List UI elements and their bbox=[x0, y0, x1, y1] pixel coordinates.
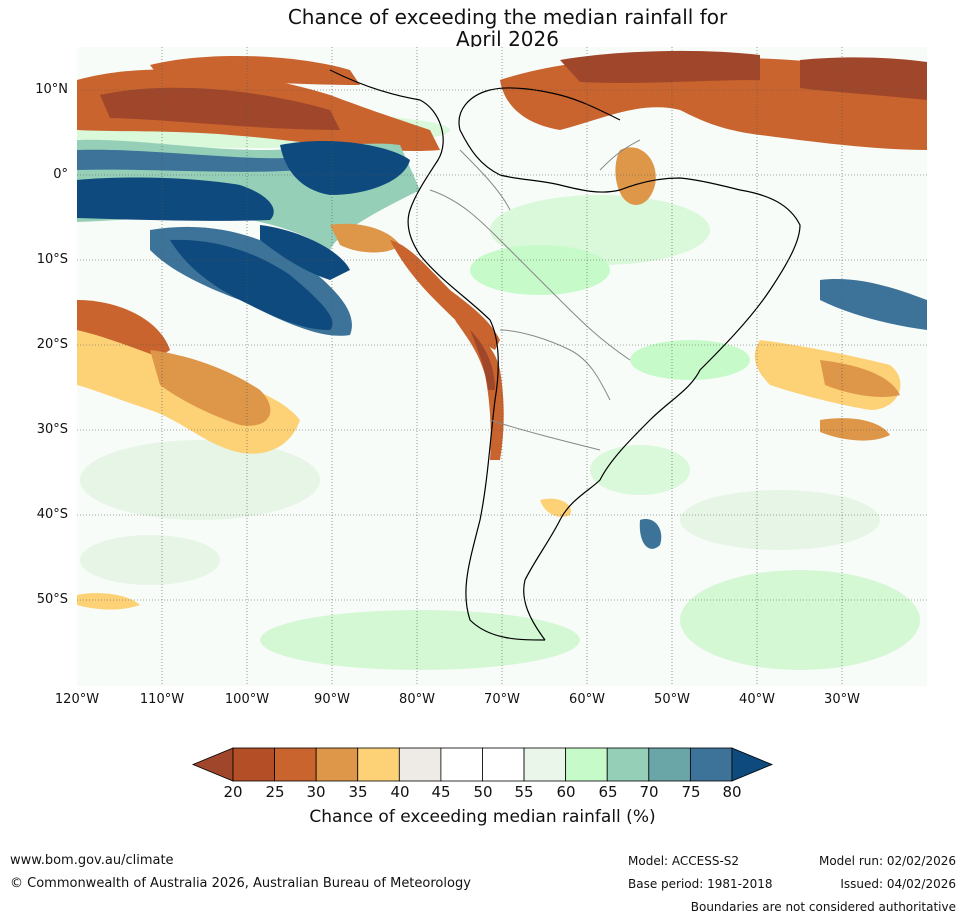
colorbar-swatch bbox=[606, 747, 650, 782]
colorbar-swatch bbox=[357, 747, 400, 782]
lon-label-40w: 40°W bbox=[739, 692, 775, 707]
colorbar-swatch bbox=[482, 747, 525, 782]
lat-label-10s: 10°S bbox=[36, 252, 68, 267]
colorbar-swatch bbox=[315, 747, 359, 782]
colorbar-tick: 20 bbox=[223, 783, 243, 801]
colorbar-arrow-high bbox=[731, 747, 774, 782]
copyright-text: © Commonwealth of Australia 2026, Austra… bbox=[10, 876, 471, 891]
colorbar-tick: 45 bbox=[431, 783, 451, 801]
colorbar bbox=[191, 747, 774, 782]
coastline bbox=[329, 69, 801, 641]
colorbar-tick: 30 bbox=[306, 783, 326, 801]
colorbar-swatch bbox=[689, 747, 733, 782]
model-name: Model: ACCESS-S2 bbox=[628, 854, 740, 868]
colorbar-tick: 35 bbox=[348, 783, 368, 801]
colorbar-swatch bbox=[648, 747, 691, 782]
map-gridlines bbox=[77, 47, 927, 686]
lat-label-20s: 20°S bbox=[36, 337, 68, 352]
lon-label-80w: 80°W bbox=[399, 692, 435, 707]
colorbar-swatch bbox=[523, 747, 567, 782]
lat-label-0: 0° bbox=[53, 167, 68, 182]
colorbar-swatch bbox=[274, 747, 317, 782]
colorbar-tick: 70 bbox=[639, 783, 659, 801]
colorbar-tick: 60 bbox=[556, 783, 576, 801]
lon-label-70w: 70°W bbox=[484, 692, 520, 707]
lon-label-110w: 110°W bbox=[139, 692, 185, 707]
lat-label-50s: 50°S bbox=[36, 592, 68, 607]
rainfall-map bbox=[77, 47, 927, 686]
colorbar-swatch bbox=[565, 747, 608, 782]
colorbar-swatch bbox=[398, 747, 442, 782]
colorbar-tick: 65 bbox=[598, 783, 618, 801]
colorbar-arrow-low bbox=[191, 747, 234, 782]
colorbar-tick: 40 bbox=[390, 783, 410, 801]
lon-label-90w: 90°W bbox=[314, 692, 350, 707]
base-period: Base period: 1981-2018 bbox=[628, 877, 773, 891]
colorbar-tick: 80 bbox=[722, 783, 742, 801]
lat-label-10n: 10°N bbox=[35, 82, 68, 97]
lat-label-40s: 40°S bbox=[36, 507, 68, 522]
colorbar-tick: 55 bbox=[514, 783, 534, 801]
colorbar-swatch bbox=[440, 747, 483, 782]
lat-label-30s: 30°S bbox=[36, 422, 68, 437]
model-run-date: Model run: 02/02/2026 bbox=[818, 854, 956, 868]
map-title-line1: Chance of exceeding the median rainfall … bbox=[287, 5, 728, 29]
lon-label-50w: 50°W bbox=[654, 692, 690, 707]
lon-label-100w: 100°W bbox=[224, 692, 270, 707]
colorbar-label: Chance of exceeding median rainfall (%) bbox=[309, 807, 656, 827]
colorbar-swatch bbox=[232, 747, 275, 782]
disclaimer: Boundaries are not considered authoritat… bbox=[690, 900, 956, 914]
lon-label-30w: 30°W bbox=[824, 692, 860, 707]
colorbar-tick: 50 bbox=[473, 783, 493, 801]
website-link[interactable]: www.bom.gov.au/climate bbox=[10, 853, 174, 868]
lon-label-60w: 60°W bbox=[569, 692, 605, 707]
colorbar-tick: 75 bbox=[681, 783, 701, 801]
issued-date: Issued: 04/02/2026 bbox=[840, 877, 956, 891]
lon-label-120w: 120°W bbox=[54, 692, 100, 707]
colorbar-tick: 25 bbox=[265, 783, 285, 801]
